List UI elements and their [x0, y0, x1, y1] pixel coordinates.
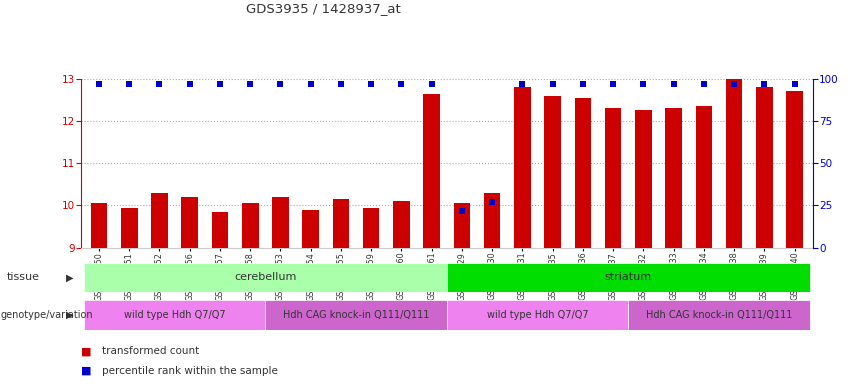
Point: [334, 81, 348, 87]
Point: [243, 81, 257, 87]
Point: [425, 81, 438, 87]
Text: GDS3935 / 1428937_at: GDS3935 / 1428937_at: [246, 2, 401, 15]
Text: Hdh CAG knock-in Q111/Q111: Hdh CAG knock-in Q111/Q111: [646, 310, 792, 320]
Text: ▶: ▶: [66, 272, 73, 283]
Text: ▶: ▶: [66, 310, 73, 320]
Bar: [363, 208, 380, 248]
Bar: [302, 210, 319, 248]
Text: wild type Hdh Q7/Q7: wild type Hdh Q7/Q7: [487, 310, 588, 320]
Text: percentile rank within the sample: percentile rank within the sample: [102, 366, 278, 376]
Bar: [84, 263, 447, 292]
Point: [183, 81, 197, 87]
Point: [788, 81, 802, 87]
Text: cerebellum: cerebellum: [234, 272, 296, 283]
Bar: [665, 108, 682, 248]
Point: [606, 81, 620, 87]
Bar: [756, 87, 773, 248]
Text: Hdh CAG knock-in Q111/Q111: Hdh CAG knock-in Q111/Q111: [283, 310, 429, 320]
Bar: [635, 111, 652, 248]
Bar: [212, 212, 228, 248]
Text: ■: ■: [81, 346, 91, 356]
Point: [697, 81, 711, 87]
Point: [304, 81, 317, 87]
Bar: [726, 79, 742, 248]
Point: [455, 207, 469, 214]
Text: tissue: tissue: [7, 272, 40, 283]
Bar: [628, 300, 809, 330]
Bar: [266, 300, 447, 330]
Point: [395, 81, 408, 87]
Point: [576, 81, 590, 87]
Text: wild type Hdh Q7/Q7: wild type Hdh Q7/Q7: [123, 310, 226, 320]
Point: [213, 81, 226, 87]
Bar: [514, 87, 531, 248]
Bar: [695, 106, 712, 248]
Bar: [272, 197, 288, 248]
Text: genotype/variation: genotype/variation: [1, 310, 94, 320]
Bar: [84, 300, 266, 330]
Bar: [393, 201, 409, 248]
Text: ■: ■: [81, 366, 91, 376]
Bar: [545, 96, 561, 248]
Bar: [454, 204, 471, 248]
Bar: [91, 204, 107, 248]
Point: [364, 81, 378, 87]
Point: [667, 81, 681, 87]
Bar: [181, 197, 198, 248]
Point: [757, 81, 771, 87]
Text: transformed count: transformed count: [102, 346, 199, 356]
Point: [123, 81, 136, 87]
Bar: [484, 193, 500, 248]
Point: [92, 81, 106, 87]
Point: [637, 81, 650, 87]
Point: [274, 81, 288, 87]
Bar: [605, 108, 621, 248]
Bar: [151, 193, 168, 248]
Text: striatum: striatum: [605, 272, 652, 283]
Bar: [786, 91, 802, 248]
Bar: [447, 263, 809, 292]
Point: [728, 81, 741, 87]
Bar: [333, 199, 349, 248]
Point: [485, 199, 499, 205]
Bar: [242, 204, 259, 248]
Bar: [423, 94, 440, 248]
Bar: [121, 208, 138, 248]
Point: [516, 81, 529, 87]
Point: [545, 81, 559, 87]
Point: [152, 81, 166, 87]
Bar: [574, 98, 591, 248]
Bar: [447, 300, 628, 330]
